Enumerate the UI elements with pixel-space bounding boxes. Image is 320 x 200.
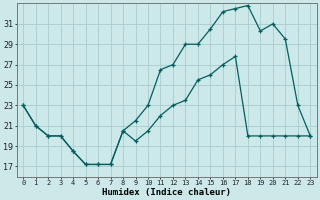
X-axis label: Humidex (Indice chaleur): Humidex (Indice chaleur) [102, 188, 231, 197]
